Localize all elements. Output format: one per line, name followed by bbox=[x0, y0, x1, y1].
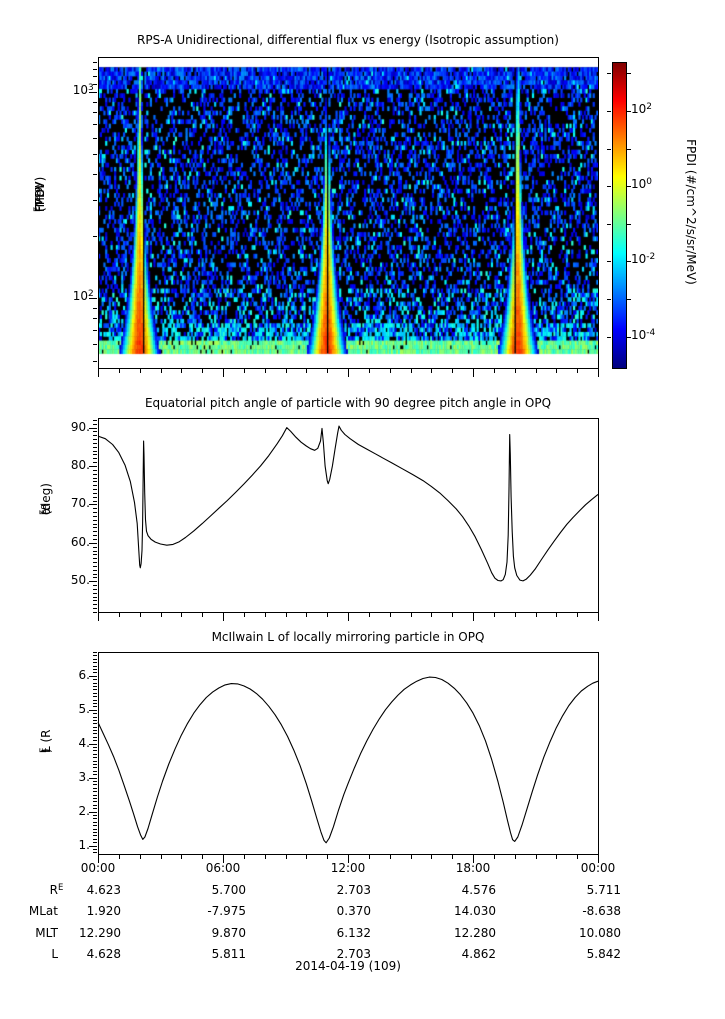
l-tick-label: 4. bbox=[78, 735, 90, 750]
colorbar-gradient bbox=[612, 62, 626, 368]
spectrogram-title: RPS-A Unidirectional, differential flux … bbox=[137, 33, 559, 47]
table-value: 1.920 bbox=[86, 904, 121, 918]
pitch-tick-label: 80. bbox=[70, 458, 90, 473]
time-tick-label: 18:00 bbox=[455, 861, 491, 875]
time-tick-label: 12:00 bbox=[330, 861, 366, 875]
time-tick-label: 00:00 bbox=[580, 861, 616, 875]
l-tick-label: 3. bbox=[78, 769, 90, 784]
panel-frame bbox=[98, 57, 599, 369]
table-value: 12.290 bbox=[79, 926, 121, 940]
flux-tick-label: 10 0 bbox=[631, 177, 653, 192]
pitch-tick-label: 50. bbox=[70, 573, 90, 588]
spectrogram-heatmap bbox=[98, 57, 598, 368]
l-tick-label: 6. bbox=[78, 667, 90, 682]
l-tick-label: 2. bbox=[78, 803, 90, 818]
flux-tick-label: 10 2 bbox=[631, 101, 653, 116]
table-value: 10.080 bbox=[579, 926, 621, 940]
flux-tick-label: 10 -2 bbox=[631, 252, 656, 267]
table-value: 5.811 bbox=[211, 947, 246, 961]
table-value: 2.703 bbox=[336, 947, 371, 961]
colorbar-label: FPDI (#/cm^2/s/sr/MeV) bbox=[684, 139, 698, 285]
table-value: 9.870 bbox=[211, 926, 246, 940]
pitch-angle-curve bbox=[97, 425, 599, 582]
table-value: 4.576 bbox=[461, 883, 496, 897]
ylabel-unit: (MeV) bbox=[33, 176, 47, 212]
table-row-label: MLat bbox=[28, 904, 58, 918]
time-tick-label: 00:00 bbox=[80, 861, 116, 875]
l-tick-label: 5. bbox=[78, 701, 90, 716]
panel-frame bbox=[98, 418, 599, 613]
table-value: 5.700 bbox=[211, 883, 246, 897]
table-value: 5.711 bbox=[586, 883, 621, 897]
table-row-label: MLT bbox=[35, 926, 58, 940]
table-value: 4.623 bbox=[86, 883, 121, 897]
table-value: 4.862 bbox=[461, 947, 496, 961]
pitch-tick-label: 90. bbox=[70, 419, 90, 434]
table-value: 14.030 bbox=[454, 904, 496, 918]
panel-frame bbox=[98, 652, 599, 855]
pitch-tick-label: 60. bbox=[70, 534, 90, 549]
energy-tick-label: 10 3 bbox=[72, 83, 94, 98]
date-label: 2014-04-19 (109) bbox=[295, 959, 401, 973]
panel-frame bbox=[612, 62, 627, 369]
mcilwain-l-curve bbox=[97, 676, 599, 844]
table-value: 6.132 bbox=[336, 926, 371, 940]
table-value: 12.280 bbox=[454, 926, 496, 940]
pitch-angle-title: Equatorial pitch angle of particle with … bbox=[144, 396, 552, 410]
table-value: 0.370 bbox=[336, 904, 371, 918]
table-value: 4.628 bbox=[86, 947, 121, 961]
time-tick-label: 06:00 bbox=[205, 861, 241, 875]
table-value: 5.842 bbox=[586, 947, 621, 961]
table-value: -8.638 bbox=[582, 904, 621, 918]
energy-tick-label: 10 2 bbox=[72, 289, 94, 304]
pitch-tick-label: 70. bbox=[70, 496, 90, 511]
l-tick-label: 1. bbox=[78, 837, 90, 852]
mcilwain-l-title: McIlwain L of locally mirroring particle… bbox=[211, 630, 485, 644]
flux-tick-label: 10 -4 bbox=[631, 327, 656, 342]
table-value: -7.975 bbox=[207, 904, 246, 918]
table-value: 2.703 bbox=[336, 883, 371, 897]
table-row-label: L bbox=[51, 947, 58, 961]
